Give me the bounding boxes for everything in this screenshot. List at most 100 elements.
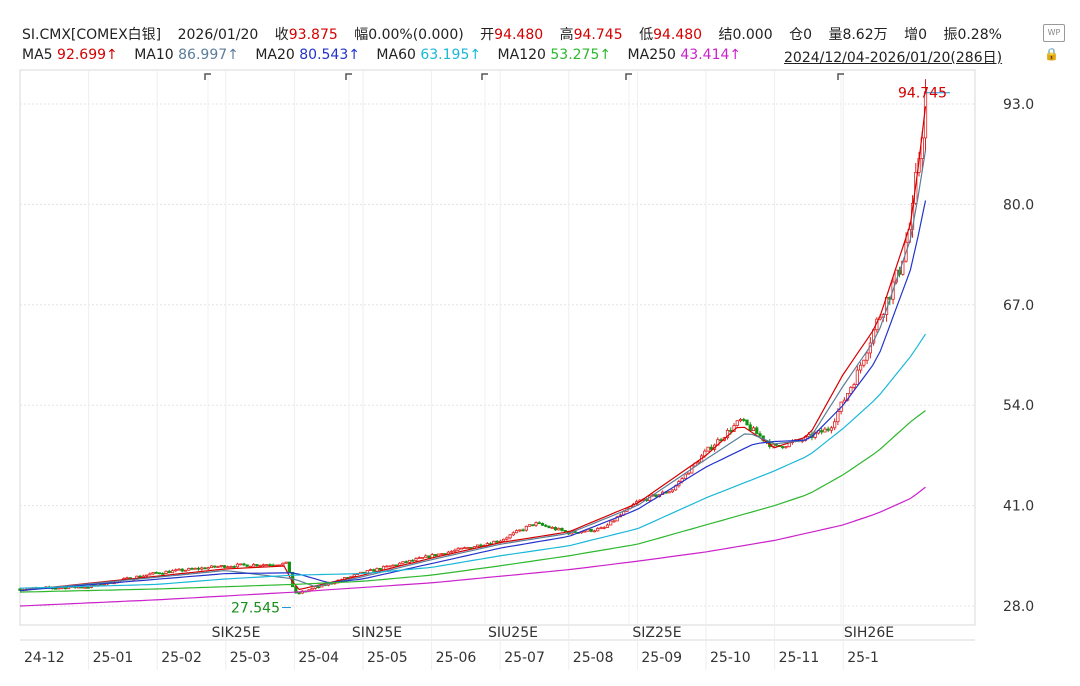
ma10-label: MA10 bbox=[134, 47, 174, 63]
candle-body bbox=[709, 446, 713, 450]
candlesticks bbox=[18, 79, 928, 595]
candle-body bbox=[203, 567, 207, 570]
quote-date: 2026/01/20 bbox=[177, 27, 259, 43]
ma5-value: 92.699↑ bbox=[57, 47, 118, 63]
candle-body bbox=[537, 522, 541, 525]
ma5-line bbox=[19, 106, 927, 592]
y-tick-label: 93.0 bbox=[1003, 97, 1034, 113]
candle-body bbox=[755, 427, 759, 435]
ma20-value: 80.543↑ bbox=[299, 47, 360, 63]
wp-icon[interactable]: WP bbox=[1043, 24, 1065, 42]
candle-body bbox=[453, 549, 457, 552]
candle-body bbox=[505, 537, 509, 540]
contract-roll-marker bbox=[345, 73, 352, 80]
low-label: 低 bbox=[639, 27, 654, 43]
candle-body bbox=[401, 561, 405, 564]
contract-label: SIZ25E bbox=[632, 625, 681, 641]
candle-body bbox=[407, 559, 412, 563]
candle-body bbox=[501, 538, 506, 542]
candle-body bbox=[157, 572, 162, 575]
x-tick-label: 25-08 bbox=[573, 650, 614, 666]
candle-body bbox=[255, 564, 259, 567]
ma60-line bbox=[19, 333, 927, 589]
candle-body bbox=[385, 565, 389, 568]
x-tick-label: 25-03 bbox=[230, 650, 271, 666]
candle-body bbox=[849, 387, 853, 394]
plot-frame bbox=[19, 69, 976, 626]
candle-body bbox=[547, 525, 551, 529]
x-tick-label: 25-09 bbox=[641, 650, 682, 666]
candle-body bbox=[859, 364, 863, 371]
candle-body bbox=[833, 421, 837, 429]
candle-body bbox=[508, 534, 512, 539]
candle-body bbox=[372, 569, 376, 572]
candle-body bbox=[294, 586, 298, 594]
low-value: 94.480 bbox=[653, 27, 703, 43]
candle-body bbox=[686, 472, 691, 475]
candle-body bbox=[316, 586, 321, 589]
candle-body bbox=[226, 566, 230, 569]
candle-body bbox=[553, 527, 558, 531]
ma-lines bbox=[19, 106, 927, 607]
candle-body bbox=[855, 369, 859, 385]
candle-body bbox=[592, 530, 597, 533]
candle-body bbox=[378, 567, 382, 571]
candle-body bbox=[820, 430, 824, 433]
candle-body bbox=[242, 563, 246, 566]
candle-body bbox=[404, 561, 408, 564]
ma60-label: MA60 bbox=[376, 47, 416, 63]
candle-body bbox=[683, 473, 687, 479]
contract-label: SIH26E bbox=[844, 625, 894, 641]
candle-body bbox=[417, 557, 421, 559]
x-axis-labels: 24-12 25-01 25-02 25-03 25-04 25-05 25-06 25-07… bbox=[24, 650, 879, 666]
max-price-label: 94.745 bbox=[898, 86, 947, 102]
volume-label: 量 bbox=[828, 27, 843, 43]
candle-body bbox=[826, 428, 830, 431]
y-tick-label: 67.0 bbox=[1003, 298, 1034, 314]
lock-icon[interactable]: 🔒 bbox=[1044, 47, 1059, 61]
candle-body bbox=[560, 527, 564, 531]
candle-body bbox=[463, 547, 467, 550]
candle-body bbox=[265, 564, 269, 567]
quote-header: SI.CMX[COMEX白银] 2026/01/20 收93.875 幅0.00… bbox=[22, 24, 1014, 44]
candle-body bbox=[187, 568, 191, 571]
candle-body bbox=[563, 530, 567, 532]
ma10-line bbox=[19, 150, 927, 592]
y-tick-label: 41.0 bbox=[1003, 499, 1034, 515]
candle-body bbox=[180, 568, 184, 572]
high-label: 高 bbox=[559, 27, 574, 43]
candle-body bbox=[287, 561, 291, 573]
candle-body bbox=[836, 411, 840, 423]
candle-body bbox=[670, 489, 674, 493]
ma5-label: MA5 bbox=[22, 47, 53, 63]
candle-body bbox=[154, 572, 158, 574]
ma250-value: 43.414↑ bbox=[680, 47, 742, 63]
candle-body bbox=[583, 530, 587, 533]
candle-body bbox=[479, 544, 483, 547]
candle-body bbox=[209, 565, 214, 569]
date-range-selector[interactable]: 2024/12/04-2026/01/20(286日) bbox=[784, 50, 1003, 66]
candle-body bbox=[252, 564, 256, 567]
candle-body bbox=[183, 569, 188, 572]
candle-body bbox=[738, 419, 743, 422]
candle-body bbox=[544, 524, 548, 527]
candle-body bbox=[495, 540, 499, 543]
candle-body bbox=[511, 532, 515, 536]
contract-roll-marker bbox=[837, 73, 844, 80]
candle-body bbox=[310, 587, 314, 591]
candle-body bbox=[213, 565, 217, 568]
contract-label: SIN25E bbox=[352, 625, 402, 641]
candle-body bbox=[381, 565, 386, 571]
contract-roll-marker bbox=[204, 73, 211, 80]
candle-body bbox=[459, 547, 464, 550]
candle-body bbox=[125, 577, 129, 580]
contract-labels: SIK25E SIN25E SIU25E SIZ25E SIH26E bbox=[204, 73, 894, 641]
ma120-label: MA120 bbox=[497, 47, 546, 63]
amp-label: 振 bbox=[943, 27, 958, 43]
symbol-name: SI.CMX[COMEX白银] bbox=[22, 27, 162, 43]
change-value: 0.00%(0.000) bbox=[368, 27, 464, 43]
candle-body bbox=[144, 574, 149, 577]
candle-body bbox=[206, 567, 210, 570]
